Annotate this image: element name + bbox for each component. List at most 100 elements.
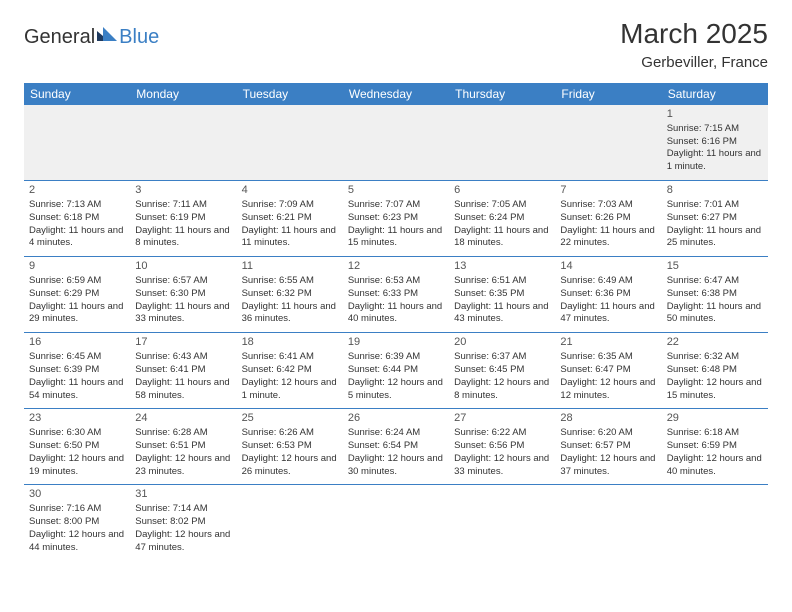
- daylight-text: Daylight: 11 hours and 15 minutes.: [348, 225, 444, 251]
- calendar-cell: [237, 485, 343, 561]
- calendar-week: 9Sunrise: 6:59 AMSunset: 6:29 PMDaylight…: [24, 257, 768, 333]
- calendar-cell: 26Sunrise: 6:24 AMSunset: 6:54 PMDayligh…: [343, 409, 449, 485]
- sunrise-text: Sunrise: 6:39 AM: [348, 351, 444, 364]
- day-number: 11: [242, 259, 338, 274]
- logo: General Blue: [24, 18, 159, 51]
- sunset-text: Sunset: 6:29 PM: [29, 288, 125, 301]
- sunrise-text: Sunrise: 6:28 AM: [135, 427, 231, 440]
- sunrise-text: Sunrise: 7:15 AM: [667, 123, 763, 136]
- calendar-cell: [343, 485, 449, 561]
- day-number: 20: [454, 335, 550, 350]
- sunset-text: Sunset: 6:16 PM: [667, 136, 763, 149]
- day-number: 12: [348, 259, 444, 274]
- daylight-text: Daylight: 12 hours and 37 minutes.: [560, 453, 656, 479]
- title-block: March 2025 Gerbeviller, France: [620, 18, 768, 71]
- sunset-text: Sunset: 6:51 PM: [135, 440, 231, 453]
- daylight-text: Daylight: 11 hours and 25 minutes.: [667, 225, 763, 251]
- calendar-cell: 3Sunrise: 7:11 AMSunset: 6:19 PMDaylight…: [130, 181, 236, 257]
- daylight-text: Daylight: 12 hours and 5 minutes.: [348, 377, 444, 403]
- daylight-text: Daylight: 11 hours and 54 minutes.: [29, 377, 125, 403]
- day-number: 1: [667, 107, 763, 122]
- calendar-cell: [130, 105, 236, 181]
- day-number: 15: [667, 259, 763, 274]
- sunrise-text: Sunrise: 6:53 AM: [348, 275, 444, 288]
- sunrise-text: Sunrise: 6:18 AM: [667, 427, 763, 440]
- sunset-text: Sunset: 6:23 PM: [348, 212, 444, 225]
- calendar-cell: [555, 485, 661, 561]
- calendar-cell: 9Sunrise: 6:59 AMSunset: 6:29 PMDaylight…: [24, 257, 130, 333]
- sunrise-text: Sunrise: 7:09 AM: [242, 199, 338, 212]
- sunrise-text: Sunrise: 6:57 AM: [135, 275, 231, 288]
- calendar-cell: 19Sunrise: 6:39 AMSunset: 6:44 PMDayligh…: [343, 333, 449, 409]
- sunset-text: Sunset: 6:38 PM: [667, 288, 763, 301]
- sunrise-text: Sunrise: 7:13 AM: [29, 199, 125, 212]
- day-number: 28: [560, 411, 656, 426]
- sunset-text: Sunset: 6:54 PM: [348, 440, 444, 453]
- sunset-text: Sunset: 6:26 PM: [560, 212, 656, 225]
- day-number: 7: [560, 183, 656, 198]
- calendar-week: 30Sunrise: 7:16 AMSunset: 8:00 PMDayligh…: [24, 485, 768, 561]
- calendar-cell: 7Sunrise: 7:03 AMSunset: 6:26 PMDaylight…: [555, 181, 661, 257]
- day-number: 2: [29, 183, 125, 198]
- logo-text-2: Blue: [119, 26, 159, 49]
- sunrise-text: Sunrise: 6:41 AM: [242, 351, 338, 364]
- sunset-text: Sunset: 6:35 PM: [454, 288, 550, 301]
- sunrise-text: Sunrise: 7:11 AM: [135, 199, 231, 212]
- calendar-cell: 20Sunrise: 6:37 AMSunset: 6:45 PMDayligh…: [449, 333, 555, 409]
- sunset-text: Sunset: 6:57 PM: [560, 440, 656, 453]
- calendar-cell: [555, 105, 661, 181]
- calendar-cell: [237, 105, 343, 181]
- daylight-text: Daylight: 11 hours and 18 minutes.: [454, 225, 550, 251]
- calendar-cell: [343, 105, 449, 181]
- calendar-cell: 10Sunrise: 6:57 AMSunset: 6:30 PMDayligh…: [130, 257, 236, 333]
- calendar-cell: 5Sunrise: 7:07 AMSunset: 6:23 PMDaylight…: [343, 181, 449, 257]
- daylight-text: Daylight: 12 hours and 19 minutes.: [29, 453, 125, 479]
- day-header: Wednesday: [343, 83, 449, 105]
- sunset-text: Sunset: 6:27 PM: [667, 212, 763, 225]
- sunrise-text: Sunrise: 6:47 AM: [667, 275, 763, 288]
- daylight-text: Daylight: 12 hours and 44 minutes.: [29, 529, 125, 555]
- sunset-text: Sunset: 6:42 PM: [242, 364, 338, 377]
- calendar-cell: 17Sunrise: 6:43 AMSunset: 6:41 PMDayligh…: [130, 333, 236, 409]
- sunset-text: Sunset: 6:45 PM: [454, 364, 550, 377]
- calendar-cell: 15Sunrise: 6:47 AMSunset: 6:38 PMDayligh…: [662, 257, 768, 333]
- calendar-cell: 1Sunrise: 7:15 AMSunset: 6:16 PMDaylight…: [662, 105, 768, 181]
- day-header: Saturday: [662, 83, 768, 105]
- day-number: 6: [454, 183, 550, 198]
- calendar-cell: [24, 105, 130, 181]
- sunrise-text: Sunrise: 6:20 AM: [560, 427, 656, 440]
- calendar-cell: 27Sunrise: 6:22 AMSunset: 6:56 PMDayligh…: [449, 409, 555, 485]
- sunrise-text: Sunrise: 7:07 AM: [348, 199, 444, 212]
- sunrise-text: Sunrise: 6:32 AM: [667, 351, 763, 364]
- sunrise-text: Sunrise: 7:01 AM: [667, 199, 763, 212]
- sunset-text: Sunset: 6:24 PM: [454, 212, 550, 225]
- daylight-text: Daylight: 11 hours and 43 minutes.: [454, 301, 550, 327]
- sunrise-text: Sunrise: 6:30 AM: [29, 427, 125, 440]
- calendar-cell: 23Sunrise: 6:30 AMSunset: 6:50 PMDayligh…: [24, 409, 130, 485]
- calendar-week: 1Sunrise: 7:15 AMSunset: 6:16 PMDaylight…: [24, 105, 768, 181]
- day-number: 27: [454, 411, 550, 426]
- sunrise-text: Sunrise: 6:24 AM: [348, 427, 444, 440]
- day-number: 16: [29, 335, 125, 350]
- sunrise-text: Sunrise: 6:45 AM: [29, 351, 125, 364]
- sunset-text: Sunset: 6:44 PM: [348, 364, 444, 377]
- day-header: Thursday: [449, 83, 555, 105]
- sunrise-text: Sunrise: 6:37 AM: [454, 351, 550, 364]
- day-number: 19: [348, 335, 444, 350]
- day-number: 22: [667, 335, 763, 350]
- daylight-text: Daylight: 11 hours and 40 minutes.: [348, 301, 444, 327]
- calendar-cell: 14Sunrise: 6:49 AMSunset: 6:36 PMDayligh…: [555, 257, 661, 333]
- calendar-week: 23Sunrise: 6:30 AMSunset: 6:50 PMDayligh…: [24, 409, 768, 485]
- day-number: 5: [348, 183, 444, 198]
- sunrise-text: Sunrise: 6:49 AM: [560, 275, 656, 288]
- daylight-text: Daylight: 11 hours and 33 minutes.: [135, 301, 231, 327]
- calendar-cell: 22Sunrise: 6:32 AMSunset: 6:48 PMDayligh…: [662, 333, 768, 409]
- day-number: 31: [135, 487, 231, 502]
- calendar-cell: 4Sunrise: 7:09 AMSunset: 6:21 PMDaylight…: [237, 181, 343, 257]
- calendar-cell: 21Sunrise: 6:35 AMSunset: 6:47 PMDayligh…: [555, 333, 661, 409]
- sunrise-text: Sunrise: 6:55 AM: [242, 275, 338, 288]
- daylight-text: Daylight: 12 hours and 8 minutes.: [454, 377, 550, 403]
- daylight-text: Daylight: 11 hours and 8 minutes.: [135, 225, 231, 251]
- sunset-text: Sunset: 6:21 PM: [242, 212, 338, 225]
- day-header: Monday: [130, 83, 236, 105]
